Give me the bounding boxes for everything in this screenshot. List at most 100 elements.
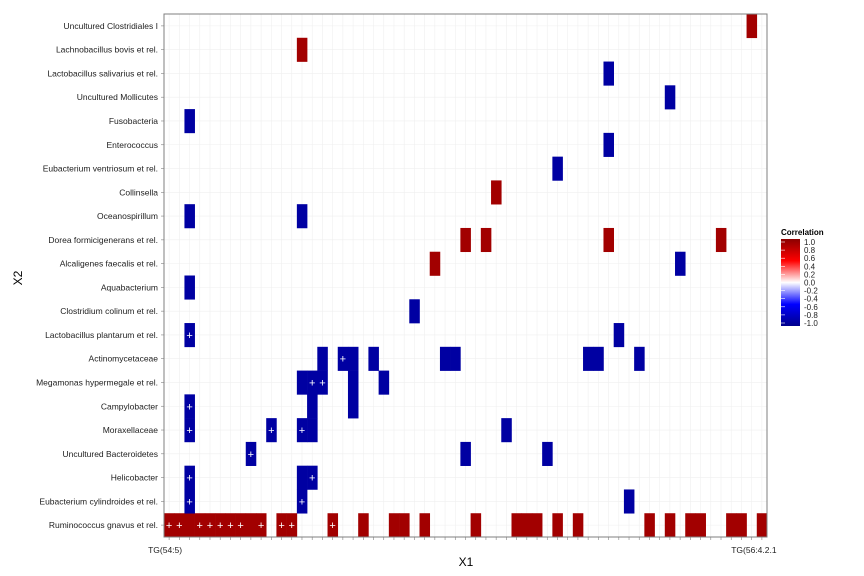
heatmap-cell xyxy=(266,418,277,443)
legend-tick-label: 0.8 xyxy=(804,246,816,255)
heatmap-cell xyxy=(368,346,379,371)
heatmap-cell xyxy=(664,513,676,538)
heatmap-cell xyxy=(184,465,195,490)
significance-marker: + xyxy=(299,496,305,508)
heatmap-cell xyxy=(307,370,318,395)
y-tick-label: Lachnobacillus bovis et rel. xyxy=(56,45,158,55)
heatmap-cell xyxy=(388,513,400,538)
significance-marker: + xyxy=(227,520,233,532)
heatmap-cell xyxy=(603,227,614,253)
heatmap-cell xyxy=(347,370,359,395)
significance-marker: + xyxy=(299,425,305,437)
heatmap-cell xyxy=(552,513,563,538)
significance-marker: + xyxy=(258,520,264,532)
heatmap-cell xyxy=(491,180,502,205)
x-tick-label-first: TG(54:5) xyxy=(148,545,182,555)
significance-marker: + xyxy=(268,425,274,437)
heatmap-cell xyxy=(685,513,696,538)
legend-tick-label: 0.6 xyxy=(804,254,816,263)
heatmap-cell xyxy=(429,251,441,276)
heatmap-cell xyxy=(194,513,206,538)
significance-marker: + xyxy=(278,520,284,532)
x-tick-labels: TG(54:5) TG(56:4.2.1 xyxy=(148,537,777,555)
significance-marker: + xyxy=(309,473,315,485)
heatmap-cell xyxy=(296,204,308,229)
heatmap-cell xyxy=(245,513,257,538)
y-tick-label: Megamonas hypermegale et rel. xyxy=(36,377,158,387)
significance-marker: + xyxy=(186,401,192,413)
heatmap-cell xyxy=(327,513,339,538)
legend-tick-label: 0.0 xyxy=(804,279,816,288)
heatmap-cell xyxy=(603,132,614,157)
significance-marker: + xyxy=(186,425,192,437)
legend-tick-label: 1.0 xyxy=(804,238,816,247)
heatmap-cell xyxy=(235,513,247,538)
significance-marker: + xyxy=(166,520,172,532)
heatmap-cell xyxy=(184,204,195,229)
heatmap-cell xyxy=(255,513,267,538)
legend-tick-label: 0.4 xyxy=(804,262,816,271)
significance-marker: + xyxy=(248,449,254,461)
heatmap-cell xyxy=(184,323,195,348)
legend-tick-label: -0.8 xyxy=(804,311,818,320)
heatmap-cell xyxy=(603,61,614,86)
significance-marker: + xyxy=(289,520,295,532)
y-tick-label: Aquabacterium xyxy=(101,282,158,292)
heatmap-cell xyxy=(542,441,553,466)
y-tick-label: Moraxellaceae xyxy=(103,425,159,435)
significance-marker: + xyxy=(186,473,192,485)
heatmap-cell xyxy=(347,346,359,371)
heatmap-cell xyxy=(347,394,359,419)
heatmap-cell xyxy=(215,513,226,538)
y-tick-label: Lactobacillus salivarius et rel. xyxy=(47,68,158,78)
legend-tick-label: -0.2 xyxy=(804,287,818,296)
y-tick-label: Uncultured Mollicutes xyxy=(77,92,158,102)
significance-marker: + xyxy=(340,354,346,366)
heatmap-cell xyxy=(164,513,175,538)
y-tick-label: Oceanospirillum xyxy=(97,211,158,221)
heatmap-cell xyxy=(480,227,492,253)
significance-marker: + xyxy=(197,520,203,532)
heatmap-cell xyxy=(695,513,706,538)
heatmap-cell xyxy=(317,370,328,395)
heatmap-cell xyxy=(184,394,195,419)
legend-title: Correlation xyxy=(781,228,824,237)
y-axis-title: X2 xyxy=(11,270,25,285)
heatmap-cell xyxy=(184,275,195,300)
y-tick-label: Dorea formicigenerans et rel. xyxy=(48,235,158,245)
heatmap-cell xyxy=(623,489,635,514)
heatmap-cell xyxy=(470,513,482,538)
y-tick-label: Lactobacillus plantarum et rel. xyxy=(45,330,158,340)
heatmap-cell xyxy=(460,227,471,253)
heatmap-cell xyxy=(296,37,308,62)
heatmap-cell xyxy=(583,346,594,371)
heatmap-cell xyxy=(675,251,686,276)
heatmap-cell xyxy=(511,513,523,538)
significance-marker: + xyxy=(329,520,335,532)
heatmap-cell xyxy=(409,299,420,324)
heatmap-cell xyxy=(552,156,563,181)
heatmap-cell xyxy=(450,346,461,371)
y-tick-label: Clostridium colinum et rel. xyxy=(60,306,158,316)
heatmap-cell xyxy=(613,323,625,348)
legend-colorbar xyxy=(781,239,800,326)
heatmap-cell xyxy=(531,513,543,538)
y-tick-label: Ruminococcus gnavus et rel. xyxy=(49,520,158,530)
heatmap-cell xyxy=(746,14,758,39)
heatmap-cell xyxy=(245,441,257,466)
heatmap-cell xyxy=(317,346,328,371)
y-tick-label: Uncultured Bacteroidetes xyxy=(63,449,158,459)
heatmap-cell xyxy=(521,513,533,538)
significance-marker: + xyxy=(207,520,213,532)
heatmap-cell xyxy=(664,85,676,110)
legend-tick-label: 0.2 xyxy=(804,270,816,279)
heatmap-cell xyxy=(184,109,195,134)
heatmap-cell xyxy=(460,441,471,466)
legend-tick-label: -1.0 xyxy=(804,319,818,328)
y-tick-labels: Ruminococcus gnavus et rel. Eubacterium c… xyxy=(36,21,164,530)
significance-marker: + xyxy=(176,520,182,532)
heatmap-cell xyxy=(296,465,308,490)
x-axis-title: X1 xyxy=(459,555,474,569)
